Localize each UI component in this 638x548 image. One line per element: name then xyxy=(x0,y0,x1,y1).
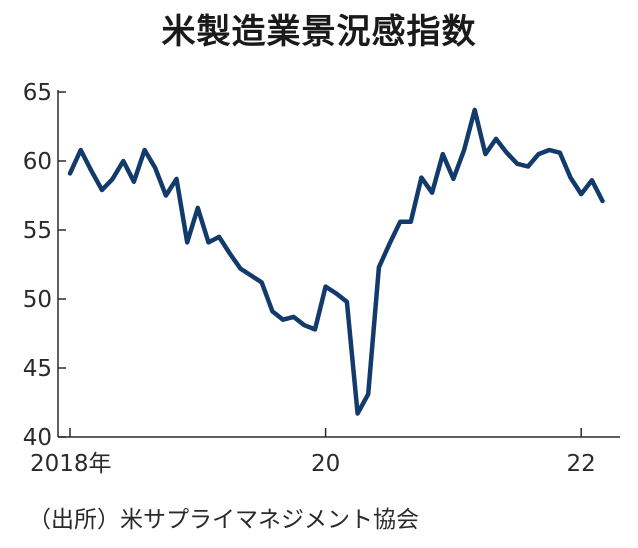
chart-title: 米製造業景況感指数 xyxy=(161,12,477,52)
y-tick-label: 40 xyxy=(23,425,52,451)
x-tick-label: 22 xyxy=(567,451,596,477)
x-tick-label: 2018年 xyxy=(30,451,112,477)
tick-labels: 40 45 50 55 60 65 2018年 20 22 xyxy=(23,80,596,477)
source-note: （出所）米サプライマネジメント協会 xyxy=(28,507,419,533)
x-tick-label: 20 xyxy=(311,451,340,477)
series-line xyxy=(67,107,605,416)
y-tick-label: 55 xyxy=(23,218,52,244)
y-tick-label: 65 xyxy=(23,80,52,106)
series-group xyxy=(67,107,605,416)
y-tick-label: 50 xyxy=(23,287,52,313)
y-tick-label: 45 xyxy=(23,356,52,382)
axes xyxy=(57,90,620,438)
y-tick-label: 60 xyxy=(23,149,52,175)
